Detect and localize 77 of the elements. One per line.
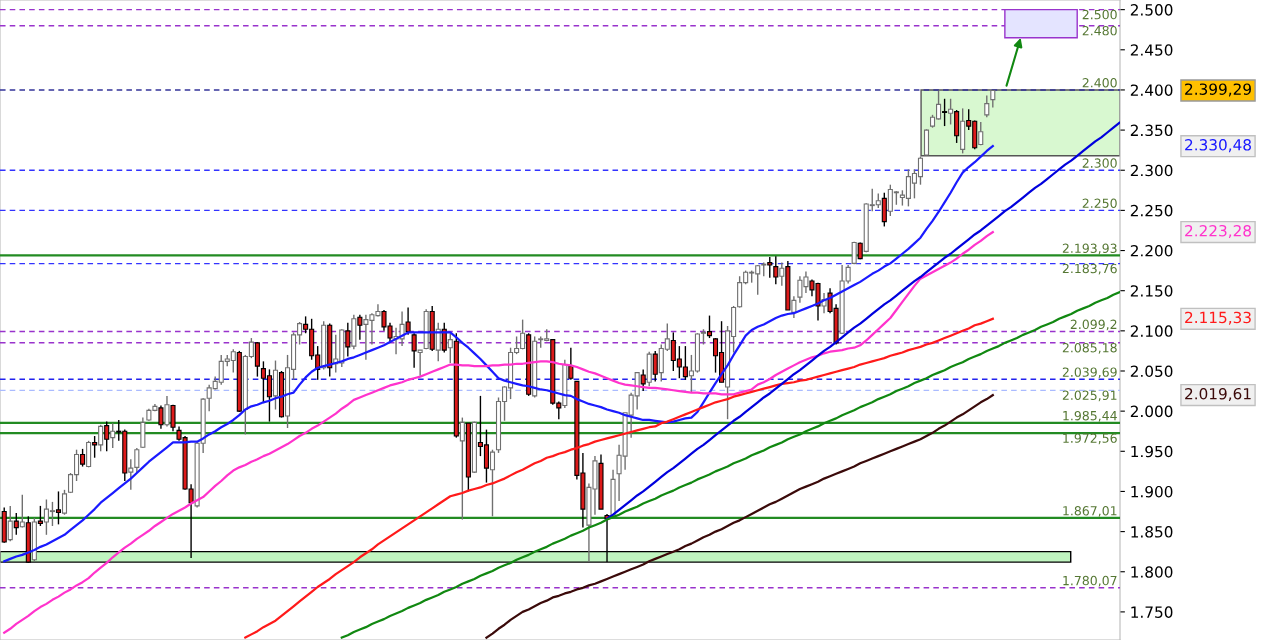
ref-line-label: 1.867,01 [1063, 506, 1117, 517]
y-tick-label: 1.950 [1131, 445, 1173, 458]
candlestick [98, 424, 104, 452]
candlestick [791, 295, 797, 319]
y-tick-label: 2.100 [1130, 325, 1173, 337]
ref-line-label: 2.250 [1082, 198, 1117, 208]
y-tick-label: 2.400 [1130, 84, 1173, 96]
candlestick [948, 98, 954, 126]
line-series [485, 393, 994, 639]
candlestick [417, 349, 423, 377]
ref-line-label: 1.985,44 [1063, 410, 1117, 422]
ref-line-label: 2.183,76 [1062, 263, 1117, 275]
candlestick [61, 489, 68, 516]
y-tick-label: 2.050 [1130, 365, 1173, 378]
line-series [605, 121, 1120, 520]
candlestick [767, 256, 773, 279]
candlestick [489, 448, 496, 518]
ref-line-label: 2.099,2 [1070, 319, 1117, 331]
ref-line-label: 2.025,91 [1062, 390, 1117, 402]
text: 2.223,28 [1185, 224, 1251, 239]
line-series [340, 291, 1120, 639]
text: 2.330,48 [1185, 139, 1251, 153]
candlestick [706, 314, 713, 339]
ref-line-label: 2.300 [1082, 158, 1117, 168]
candlestick [13, 512, 19, 536]
candlestick [568, 347, 574, 381]
candlestick [254, 341, 260, 378]
ref-line-label: 2.039,69 [1062, 367, 1117, 379]
y-tick-label: 1.800 [1131, 566, 1173, 578]
ref-line-label: 2.480 [1082, 25, 1117, 36]
candlestick [640, 368, 646, 392]
candlestick [170, 404, 176, 432]
candlestick [652, 350, 658, 383]
candlestick [7, 505, 13, 542]
y-tick-label: 2.350 [1130, 124, 1173, 137]
y-tick-label: 2.500 [1130, 4, 1173, 16]
candlestick [459, 416, 465, 521]
candlestick [55, 490, 62, 526]
candlestick [984, 94, 990, 118]
ref-line-label: 2.400 [1082, 78, 1117, 88]
candlestick [942, 98, 948, 127]
ref-line-label: 1.972,56 [1063, 433, 1117, 445]
candlestick [110, 422, 116, 449]
line-series [3, 230, 994, 634]
line-series [244, 317, 994, 639]
candlestick [405, 306, 411, 336]
y-tick-label: 2.250 [1130, 204, 1173, 217]
y-tick-label: 2.200 [1130, 245, 1173, 257]
y-tick-label: 2.150 [1130, 285, 1173, 297]
candlestick [158, 404, 164, 430]
candlestick [92, 435, 98, 459]
candlestick [134, 447, 140, 474]
candlestick [19, 493, 25, 529]
text: 2.019,61 [1185, 387, 1251, 402]
y-tick-label: 1.900 [1131, 485, 1173, 498]
ref-line-label: 2.085,18 [1062, 342, 1117, 354]
candlestick [104, 420, 110, 452]
candlestick [447, 332, 453, 364]
candlestick [164, 395, 170, 428]
ref-line-label: 2.193,93 [1062, 243, 1117, 255]
y-tick-label: 2.300 [1130, 164, 1173, 177]
candlestick [779, 261, 785, 287]
candlestick [411, 332, 417, 369]
text: 2.115,33 [1185, 311, 1251, 325]
candlestick [357, 314, 363, 341]
candlestick [128, 458, 134, 491]
text: 2.399,29 [1185, 83, 1251, 97]
candlestick [881, 192, 887, 228]
candlestick [773, 255, 779, 285]
y-tick-label: 2.450 [1130, 44, 1173, 56]
candlestick [345, 322, 351, 358]
y-tick-label: 1.750 [1131, 606, 1173, 618]
y-tick-label: 1.850 [1131, 526, 1173, 538]
y-tick-label: 2.000 [1130, 405, 1173, 418]
ref-line-label: 2.500 [1082, 9, 1117, 20]
line-series [3, 145, 994, 563]
ref-line-label: 1.780,07 [1063, 575, 1117, 587]
